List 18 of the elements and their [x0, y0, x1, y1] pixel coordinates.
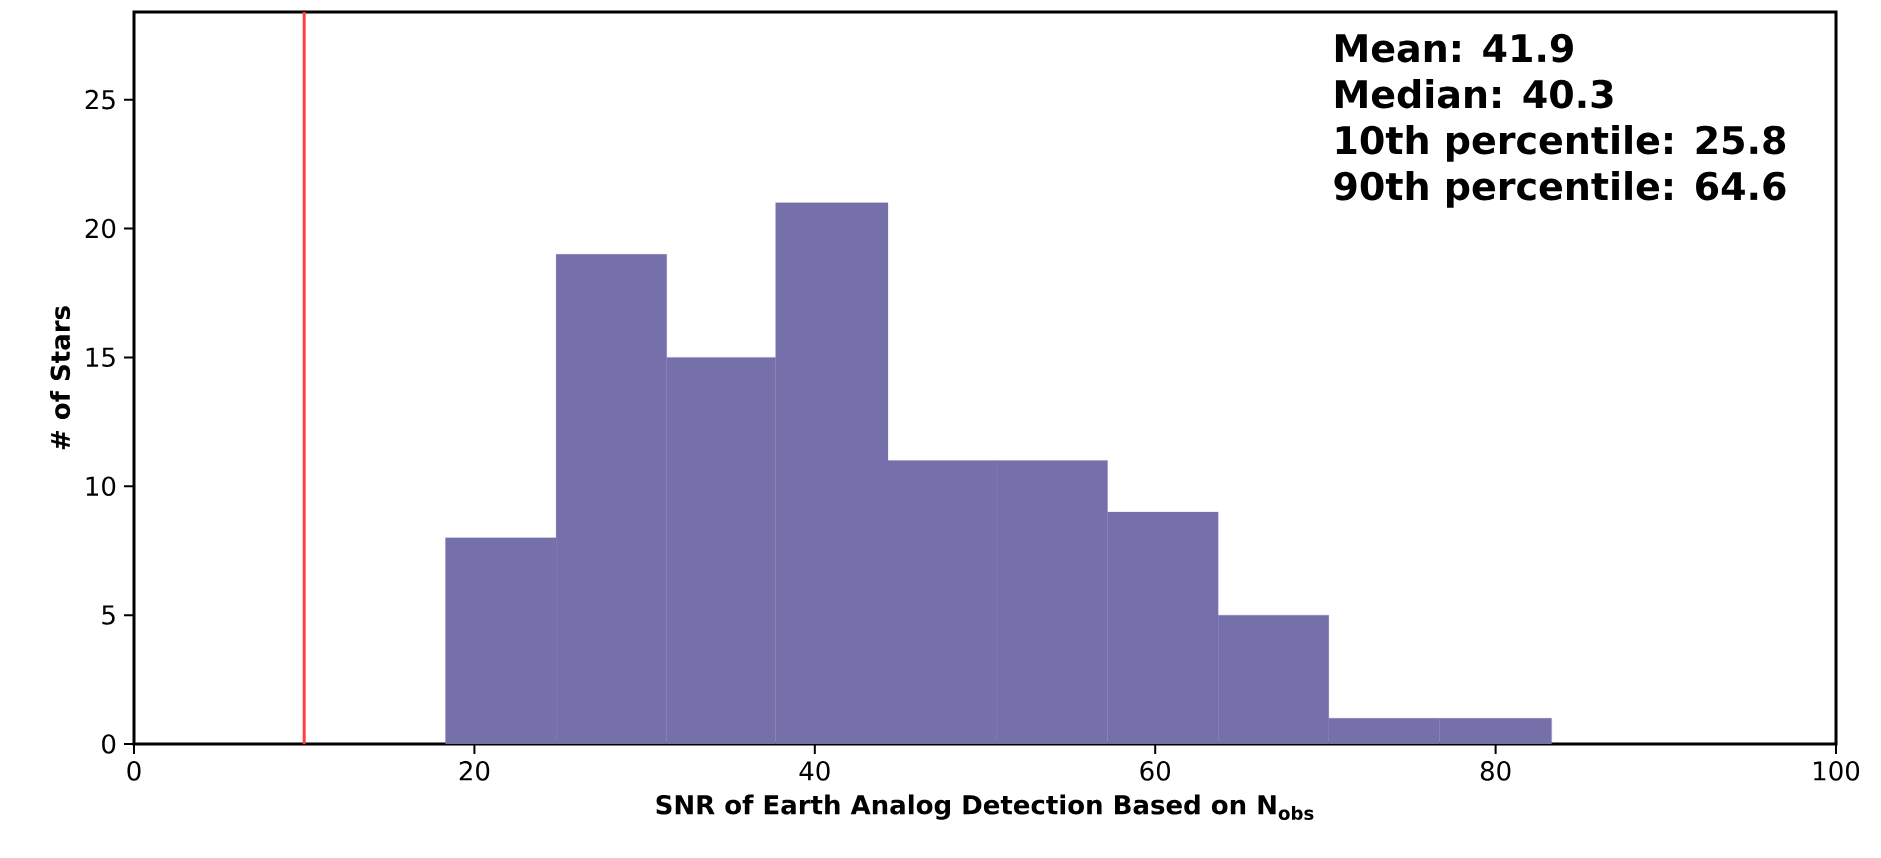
- x-tick-label: 100: [1814, 761, 1860, 781]
- x-axis-title: SNR of Earth Analog Detection Based on N$_{obs}$: [656, 794, 1314, 821]
- annotation: Median: 40.3: [1335, 79, 1613, 109]
- y-tick-label: 0: [102, 734, 116, 754]
- x-tick-label: 40: [799, 761, 830, 781]
- y-tick-label: 15: [86, 347, 115, 368]
- annotation: Mean: 41.9: [1335, 33, 1573, 63]
- y-tick-label: 20: [85, 218, 116, 239]
- x-tick-label: 80: [1480, 761, 1511, 781]
- y-tick-label: 5: [102, 605, 115, 625]
- x-tick-label: 60: [1140, 761, 1171, 781]
- annotation: 10th percentile: 25.8: [1336, 125, 1786, 162]
- y-tick-label: 25: [85, 89, 115, 110]
- annotation: 90th percentile: 64.6: [1334, 171, 1786, 208]
- x-tick-label: 0: [127, 761, 141, 781]
- y-tick-label: 10: [86, 476, 116, 497]
- y-axis-title: # of Stars: [49, 306, 71, 450]
- x-tick-label: 20: [459, 761, 490, 781]
